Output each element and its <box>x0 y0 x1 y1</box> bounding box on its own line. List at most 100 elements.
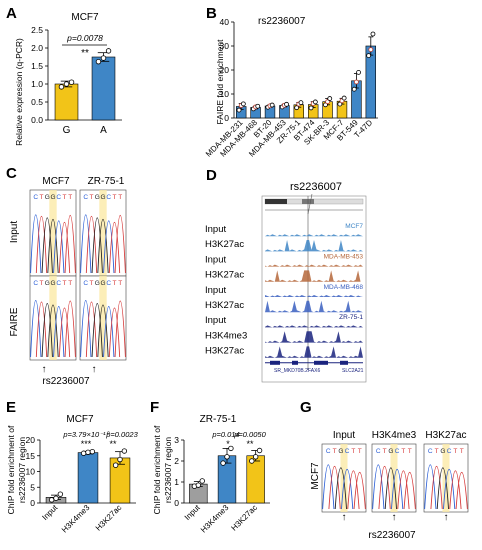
panel-c-faire-zr751-base-call: G <box>100 280 105 287</box>
panel-c-input-mcf7-base-call: T <box>63 194 67 201</box>
panel-c-input-mcf7-base-call: C <box>56 194 61 201</box>
panel-b-y-tick-label: 30 <box>220 41 230 51</box>
panel-b-data-point <box>337 101 343 107</box>
panel-a-y-tick-label: 0.0 <box>31 115 43 125</box>
panel-g-h3k27ac-peak <box>424 464 437 510</box>
browser-signal <box>265 264 363 267</box>
panel-f-ylabel-2: rs2236007 region <box>163 437 173 503</box>
panel-b-data-point <box>323 102 328 108</box>
panel-f-data-point <box>228 445 234 452</box>
panel-letter-b: B <box>206 5 217 22</box>
panel-e-ylabel-1: ChIP fold enrichment of <box>6 425 16 514</box>
browser-signal <box>265 331 363 343</box>
browser-track-tag: MDA-MB-453 <box>324 253 364 260</box>
panel-a-y-tick-label: 2.0 <box>31 43 43 53</box>
panel-b-data-point <box>308 105 314 111</box>
panel-c-input-zr751-peak <box>91 217 103 274</box>
panel-c-input-zr751-peak <box>103 220 115 274</box>
panel-a-data-point <box>95 58 102 65</box>
panel-e: E MCF7 ChIP fold enrichment of rs2236007… <box>6 399 139 535</box>
panel-c-faire-mcf7-base-call: T <box>63 280 67 287</box>
panel-g-h3k4me3-peak <box>384 467 397 510</box>
panel-c-input-mcf7-peak <box>30 214 42 274</box>
panel-e-data-point <box>112 462 119 468</box>
panel-e-y-tick-label: 5 <box>30 482 35 492</box>
panel-b-data-point <box>370 31 376 37</box>
panel-c-input-mcf7-peak <box>41 217 53 274</box>
browser-track-label: H3K27ac <box>205 239 244 250</box>
panel-b-data-point <box>236 107 242 113</box>
browser-ideogram-band <box>265 199 287 204</box>
panel-c-faire-mcf7-base-call: G <box>45 280 50 287</box>
panel-c-faire-zr751-base-call: C <box>83 280 88 287</box>
panel-e-data-point <box>57 491 64 497</box>
panel-b-bars: MDA-MB-231MDA-MB-468BT-20MDA-MB-453ZR-75… <box>204 31 376 159</box>
panel-c-input-zr751-base-call: T <box>113 194 117 201</box>
panel-b-data-point <box>356 70 361 75</box>
panel-g-input-base-call: C <box>326 448 331 455</box>
panel-c-input-zr751-base-call: G <box>100 194 105 201</box>
panel-g-h3k27ac-base-call: T <box>460 448 464 455</box>
panel-e-pvalue-1: p=3.79×10⁻¹⁰ <box>62 430 109 439</box>
panel-f-y-tick-label: 3 <box>174 435 179 445</box>
panel-c-faire-mcf7-base-call: G <box>50 280 55 287</box>
panel-a-y-tick-label: 0.5 <box>31 97 43 107</box>
panel-letter-c: C <box>6 165 17 182</box>
panel-e-pvalue-2: p=0.0023 <box>105 430 138 439</box>
panel-c-input-mcf7-base-call: G <box>50 194 55 201</box>
panel-f-bar <box>246 455 265 504</box>
panel-g-arrow-3: ↑ <box>444 512 449 523</box>
panel-a-x-label: A <box>100 125 107 136</box>
panel-c-input-zr751-base-call: T <box>90 194 94 201</box>
panel-f-data-point <box>195 482 202 488</box>
panel-a-data-point <box>68 79 75 85</box>
panel-f-x-label: H3K27ac <box>229 503 259 533</box>
panel-g-input-base-call: C <box>345 448 350 455</box>
panel-b-title: rs2236007 <box>258 16 306 27</box>
panel-b: B rs2236007 FAIRE fold enrichment 0 10 20 3… <box>204 5 378 159</box>
panel-a-stars: ** <box>81 48 89 59</box>
panel-g-h3k4me3-peak <box>372 464 385 510</box>
panel-a-y-tick-label: 1.0 <box>31 79 43 89</box>
panel-b-data-point <box>298 100 304 106</box>
panel-a-bar <box>91 56 116 121</box>
browser-track-tag: ZR-75-1 <box>339 314 363 321</box>
panel-b-y-tick-label: 0 <box>224 113 229 123</box>
panel-letter-e: E <box>6 399 16 416</box>
panel-g-h3k27ac-peak <box>449 470 462 510</box>
panel-e-y-tick-label: 10 <box>26 467 36 477</box>
panel-c-snp-label: rs2236007 <box>42 376 90 387</box>
panel-g-arrow-1: ↑ <box>342 512 347 523</box>
panel-b-data-point <box>353 79 359 85</box>
panel-g-snp-label: rs2236007 <box>368 530 416 541</box>
panel-e-stars-1: *** <box>81 439 92 449</box>
panel-a-bar <box>54 83 79 121</box>
panel-g-col3: H3K27ac <box>425 430 466 441</box>
panel-g-input-peak <box>334 467 347 510</box>
panel-g-h3k4me3-peak <box>378 466 391 510</box>
panel-c-col2: ZR-75-1 <box>88 176 125 187</box>
browser-signal <box>265 300 363 313</box>
panel-c-faire-zr751-peak <box>97 304 109 358</box>
panel-g-h3k27ac-peak <box>455 472 468 510</box>
browser-signal <box>265 295 363 297</box>
panel-g-input-peak <box>328 466 341 510</box>
panel-f-ylabel-1: ChIP fold enrichment of <box>152 425 162 514</box>
panel-g-h3k4me3-base-call: T <box>401 448 405 455</box>
panel-e-y-tick-label: 0 <box>30 498 35 508</box>
panel-f-data-point <box>252 454 259 460</box>
panel-c-faire-mcf7-base-call: T <box>68 280 72 287</box>
panel-g-col2: H3K4me3 <box>372 430 417 441</box>
panel-a-pvalue: p=0.0078 <box>66 33 103 43</box>
panel-c-input-zr751-peak <box>85 216 98 274</box>
panel-c-faire-zr751-base-call: T <box>113 280 117 287</box>
panel-c-faire-mcf7-base-call: C <box>56 280 61 287</box>
panel-c-faire-zr751-snp-highlight <box>99 276 107 360</box>
panel-g-h3k4me3-base-call: T <box>383 448 387 455</box>
browser-track-tag: MCF7 <box>345 223 363 230</box>
browser-gene-label: SR_MKD70B.2 <box>274 368 308 374</box>
panel-f: F ZR-75-1 ChIP fold enrichment of rs2236… <box>150 399 270 535</box>
panel-e-data-point <box>53 495 59 501</box>
panel-g-h3k27ac-base-call: T <box>435 448 439 455</box>
